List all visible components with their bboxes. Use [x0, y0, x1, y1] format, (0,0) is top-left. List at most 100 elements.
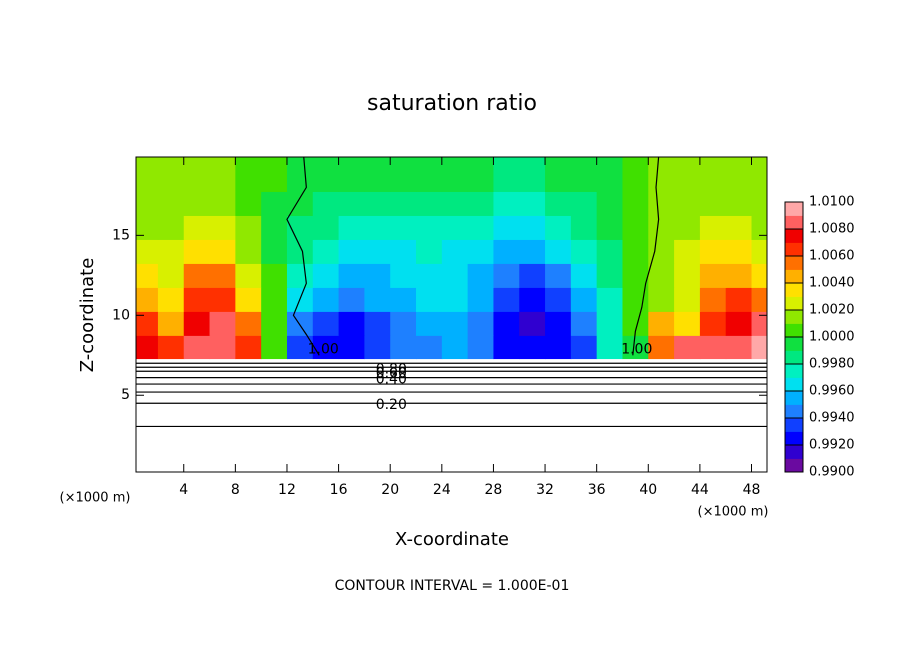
field-cell — [622, 191, 649, 216]
field-cell — [596, 335, 624, 360]
field-cell — [364, 191, 391, 216]
contour-line — [632, 157, 660, 356]
field-cell — [441, 157, 469, 192]
field-cell — [545, 263, 572, 288]
field-cell — [261, 215, 288, 240]
field-cell — [493, 157, 520, 192]
field-cell — [136, 263, 159, 288]
x-tick-label: 32 — [536, 482, 554, 498]
field-cell — [235, 311, 262, 336]
field-cell — [183, 157, 211, 192]
y-axis-title: Z-coordinate — [77, 258, 98, 373]
field-cell — [183, 215, 211, 240]
colorbar-tick-label: 1.0060 — [809, 249, 855, 264]
x-tick-label: 28 — [485, 482, 503, 498]
colorbar-band — [785, 364, 803, 378]
field-cell — [338, 157, 365, 192]
field-cell — [467, 287, 495, 312]
field-cell — [725, 335, 753, 360]
field-cell — [493, 287, 520, 312]
field-cell — [286, 263, 314, 288]
field-cell — [648, 335, 675, 360]
colorbar-band — [785, 458, 803, 473]
field-cell — [312, 157, 340, 192]
x-tick-label: 40 — [639, 482, 657, 498]
field-cell — [699, 239, 727, 264]
colorbar-tick-label: 0.9980 — [809, 357, 855, 372]
field-cell — [338, 191, 365, 216]
field-cell — [261, 335, 288, 360]
field-cell — [209, 215, 236, 240]
colorbar-band — [785, 391, 803, 405]
field-cell — [261, 311, 288, 336]
field-cell — [364, 263, 391, 288]
field-cell — [570, 335, 598, 360]
field-cell — [286, 311, 314, 336]
colorbar-band — [785, 431, 803, 446]
field-cell — [364, 215, 391, 240]
field-cell — [674, 287, 701, 312]
field-cell — [235, 157, 262, 192]
colorbar-band — [785, 377, 803, 392]
field-cell — [751, 335, 767, 360]
field-cell — [674, 157, 701, 192]
field-cell — [493, 239, 520, 264]
field-cell — [261, 157, 288, 192]
field-cell — [312, 335, 340, 360]
x-tick-label: 8 — [231, 482, 240, 498]
colorbar-tick-label: 0.9900 — [809, 465, 855, 480]
field-cell — [235, 335, 262, 360]
field-cell — [725, 239, 753, 264]
field-cell — [416, 335, 443, 360]
field-cell — [416, 311, 443, 336]
field-cell — [261, 287, 288, 312]
field-cell — [209, 311, 236, 336]
x-axis-title: X-coordinate — [395, 529, 509, 550]
field-cell — [136, 311, 159, 336]
field-cell — [183, 191, 211, 216]
field-cell — [364, 311, 391, 336]
field-cell — [545, 157, 572, 192]
field-cell — [157, 239, 185, 264]
field-cell — [699, 157, 727, 192]
field-cell — [751, 215, 767, 240]
colorbar-tick-label: 0.9920 — [809, 438, 855, 453]
field-cell — [648, 191, 675, 216]
field-cell — [751, 239, 767, 264]
field-cell — [622, 215, 649, 240]
x-tick-label: 48 — [743, 482, 761, 498]
colorbar-band — [785, 283, 803, 297]
field-cell — [338, 239, 365, 264]
colorbar-tick-label: 1.0040 — [809, 276, 855, 291]
field-cell — [157, 263, 185, 288]
field-cell — [725, 287, 753, 312]
field-cell — [157, 287, 185, 312]
field-cell — [441, 191, 469, 216]
field-cell — [519, 191, 546, 216]
contour-label: 1.00 — [308, 341, 339, 357]
colorbar-band — [785, 350, 803, 365]
field-cell — [261, 239, 288, 264]
field-cell — [441, 311, 469, 336]
field-cell — [751, 287, 767, 312]
field-cell — [338, 263, 365, 288]
field-cell — [596, 191, 624, 216]
field-cell — [751, 311, 767, 336]
contour-label: 0.40 — [376, 372, 407, 388]
field-cell — [596, 239, 624, 264]
field-cell — [364, 157, 391, 192]
field-cell — [570, 215, 598, 240]
field-cell — [416, 157, 443, 192]
footer-note: CONTOUR INTERVAL = 1.000E-01 — [335, 578, 570, 594]
y-unit: (×1000 m) — [60, 491, 131, 506]
field-cell — [390, 191, 417, 216]
field-cell — [519, 239, 546, 264]
field-cell — [416, 263, 443, 288]
field-cell — [136, 239, 159, 264]
field-cell — [648, 157, 675, 192]
colorbar-band — [785, 256, 803, 270]
field-cell — [596, 311, 624, 336]
field-cell — [235, 239, 262, 264]
colorbar-band — [785, 296, 803, 311]
colorbar-band — [785, 404, 803, 419]
